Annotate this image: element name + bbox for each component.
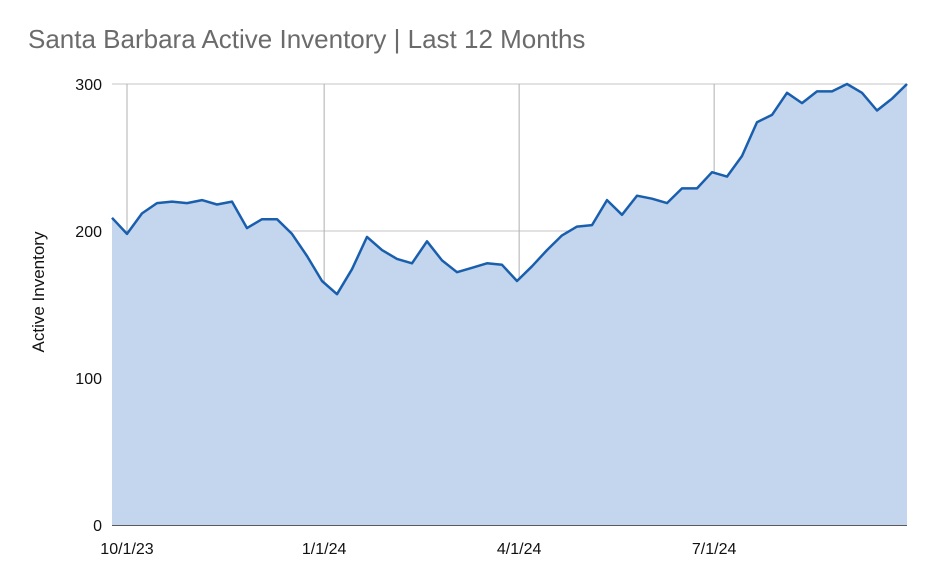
x-tick-label: 7/1/24: [692, 541, 737, 558]
x-tick-label: 1/1/24: [302, 541, 347, 558]
x-tick-label: 10/1/23: [100, 541, 153, 558]
x-tick-label: 4/1/24: [497, 541, 542, 558]
chart-title: Santa Barbara Active Inventory | Last 12…: [28, 24, 586, 54]
y-axis-title: Active Inventory: [29, 231, 48, 352]
tick-layer: 0 100 200 300 10/1/23 1/1/24 4/1/24 7/1/24: [75, 77, 736, 558]
line-layer: [111, 82, 908, 296]
series-area: [112, 84, 907, 525]
area-layer: [112, 84, 907, 525]
y-tick-label: 300: [75, 77, 102, 94]
series-line: [111, 82, 908, 296]
y-tick-label: 0: [93, 518, 102, 535]
y-tick-label: 200: [75, 224, 102, 241]
y-tick-label: 100: [75, 371, 102, 388]
